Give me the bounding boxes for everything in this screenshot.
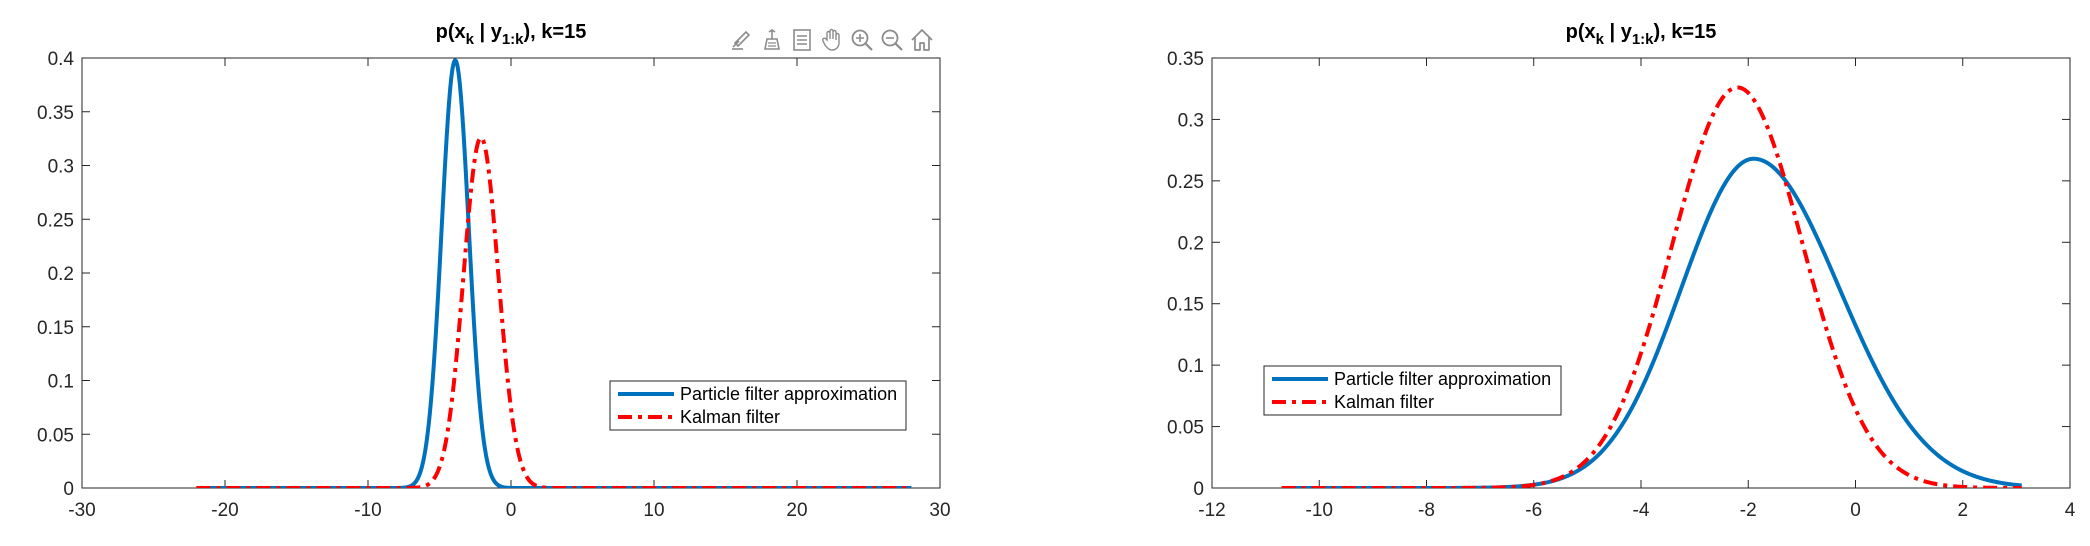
y-tick-label: 0.35	[37, 103, 74, 124]
title-part-mid: | y	[1604, 21, 1633, 43]
y-tick-label: 0.1	[48, 372, 74, 393]
brush-edit-icon[interactable]	[728, 26, 756, 54]
chart-title: p(xk | y1:k), k=15	[436, 21, 587, 48]
axes-toolbar	[728, 26, 936, 56]
y-tick-label: 0.15	[37, 318, 74, 339]
legend-icon[interactable]	[788, 26, 816, 54]
legend-box	[1263, 365, 1562, 416]
data-cursor-icon[interactable]	[758, 26, 786, 54]
y-tick-label: 0.3	[1178, 110, 1204, 131]
legend-box	[609, 380, 907, 431]
title-part-sub2: 1:k	[1632, 31, 1654, 48]
x-tick-label: -6	[1525, 500, 1542, 521]
x-tick-label: -12	[1198, 500, 1225, 521]
zoom-in-icon[interactable]	[848, 26, 876, 54]
y-tick-label: 0.25	[1167, 172, 1204, 193]
title-part-sub2: 1:k	[502, 31, 524, 48]
x-tick-label: 20	[786, 500, 807, 521]
chart-title: p(xk | y1:k), k=15	[1566, 21, 1717, 48]
x-tick-label: -20	[211, 500, 238, 521]
pan-hand-icon[interactable]	[818, 26, 846, 54]
y-tick-label: 0	[1193, 479, 1204, 500]
x-tick-label: -8	[1418, 500, 1435, 521]
title-part-sub1: k	[1596, 31, 1605, 48]
x-tick-label: 30	[929, 500, 950, 521]
zoom-out-icon[interactable]	[878, 26, 906, 54]
series-line-kalman-filter	[195, 135, 913, 488]
y-tick-label: 0.1	[1178, 356, 1204, 377]
title-part-main: p(x	[436, 21, 466, 43]
x-tick-label: 0	[1850, 500, 1861, 521]
x-tick-label: 4	[2065, 500, 2076, 521]
y-tick-label: 0.2	[48, 264, 74, 285]
title-part-mid: | y	[474, 21, 503, 43]
y-tick-label: 0.25	[37, 210, 74, 231]
y-tick-label: 0.4	[48, 49, 75, 70]
legend-label: Particle filter approximation	[1334, 369, 1551, 389]
legend-label: Kalman filter	[1334, 392, 1434, 412]
y-tick-label: 0.15	[1167, 295, 1204, 316]
x-tick-label: 2	[1957, 500, 1968, 521]
x-tick-label: 0	[506, 500, 517, 521]
y-tick-label: 0.2	[1178, 233, 1204, 254]
title-part-sub1: k	[466, 31, 475, 48]
x-tick-label: -10	[1306, 500, 1333, 521]
axes-box	[1211, 57, 2071, 489]
legend[interactable]: Particle filter approximation Kalman filt…	[609, 380, 907, 431]
title-part-end: ), k=15	[524, 21, 587, 43]
y-tick-label: 0.35	[1167, 49, 1204, 70]
x-tick-label: -2	[1740, 500, 1757, 521]
series-line-kalman-filter	[1280, 85, 2023, 488]
right-axes[interactable]: -12 -10 -8 -6 -4 -2 0 2 4 0 0.05 0.1 0.15 0.2 0.25 0.3 0…	[1167, 21, 2076, 521]
legend-label: Kalman filter	[680, 407, 780, 427]
title-part-end: ), k=15	[1654, 21, 1717, 43]
x-tick-label: -4	[1633, 500, 1650, 521]
y-tick-label: 0.05	[1167, 418, 1204, 439]
home-icon[interactable]	[908, 26, 936, 54]
x-tick-label: -30	[68, 500, 95, 521]
title-part-main: p(x	[1566, 21, 1596, 43]
y-tick-label: 0.05	[37, 425, 74, 446]
x-tick-label: -10	[354, 500, 381, 521]
legend[interactable]: Particle filter approximation Kalman filt…	[1263, 365, 1562, 416]
x-tick-label: 10	[643, 500, 664, 521]
legend-label: Particle filter approximation	[680, 384, 897, 404]
y-tick-label: 0.3	[48, 157, 74, 178]
left-axes[interactable]: -30 -20 -10 0 10 20 30 0 0.05 0.1 0.15 0.2 0.25 0.3 0.…	[37, 21, 951, 521]
y-tick-label: 0	[63, 479, 74, 500]
series-line-particle-filter	[1280, 156, 2023, 488]
